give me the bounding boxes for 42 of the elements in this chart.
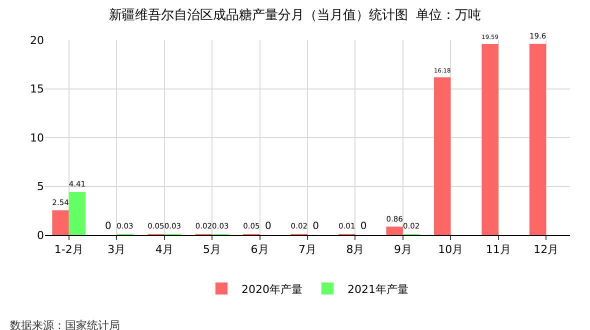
legend-label: 2020年产量 — [242, 282, 302, 296]
x-tick-label: 6月 — [250, 243, 269, 256]
bar — [386, 226, 403, 235]
x-tick-label: 7月 — [298, 243, 316, 256]
bar — [68, 192, 86, 235]
data-label: 0.05 — [148, 222, 165, 231]
bar — [482, 44, 498, 235]
y-tick-label: 5 — [37, 180, 44, 194]
x-tick-label: 10月 — [438, 243, 464, 256]
data-label: 0 — [264, 221, 272, 232]
data-label: 4.41 — [68, 180, 86, 189]
data-label: 0.03 — [116, 222, 134, 231]
data-label: 0.01 — [338, 222, 356, 231]
x-tick-label: 11月 — [486, 243, 511, 256]
y-tick-label: 15 — [30, 82, 44, 96]
data-label: 2.54 — [52, 198, 70, 207]
data-label: 0.02 — [402, 222, 420, 231]
chart-title: 新疆维吾尔自治区成品糖产量分月（当月值）统计图 单位：万吨 — [108, 8, 482, 23]
x-tick-label: 12月 — [534, 243, 559, 256]
x-tick-label: 1-2月 — [54, 243, 84, 256]
x-tick-label: 8月 — [346, 243, 364, 256]
legend-label: 2021年产量 — [348, 282, 408, 296]
bar — [52, 210, 69, 235]
x-tick-label: 4月 — [155, 243, 174, 256]
data-label: 0.05 — [243, 222, 260, 231]
y-tick-label: 0 — [37, 228, 44, 242]
x-tick-label: 5月 — [203, 243, 222, 256]
y-tick-label: 20 — [30, 34, 44, 47]
bar — [529, 44, 546, 235]
x-tick-label: 9月 — [394, 243, 412, 256]
data-label: 0 — [312, 221, 320, 232]
data-label: 0.03 — [164, 222, 182, 231]
x-tick-label: 3月 — [108, 243, 126, 256]
y-tick-label: 10 — [30, 131, 44, 144]
data-label: 19.6 — [529, 32, 546, 41]
data-label: 0.86 — [386, 214, 404, 224]
data-label: 0.03 — [212, 222, 229, 231]
bar — [434, 77, 451, 235]
data-label: 0.02 — [290, 222, 308, 231]
data-label: 0 — [105, 221, 112, 232]
data-label: 0 — [360, 221, 367, 232]
data-label: 0.02 — [195, 222, 212, 231]
